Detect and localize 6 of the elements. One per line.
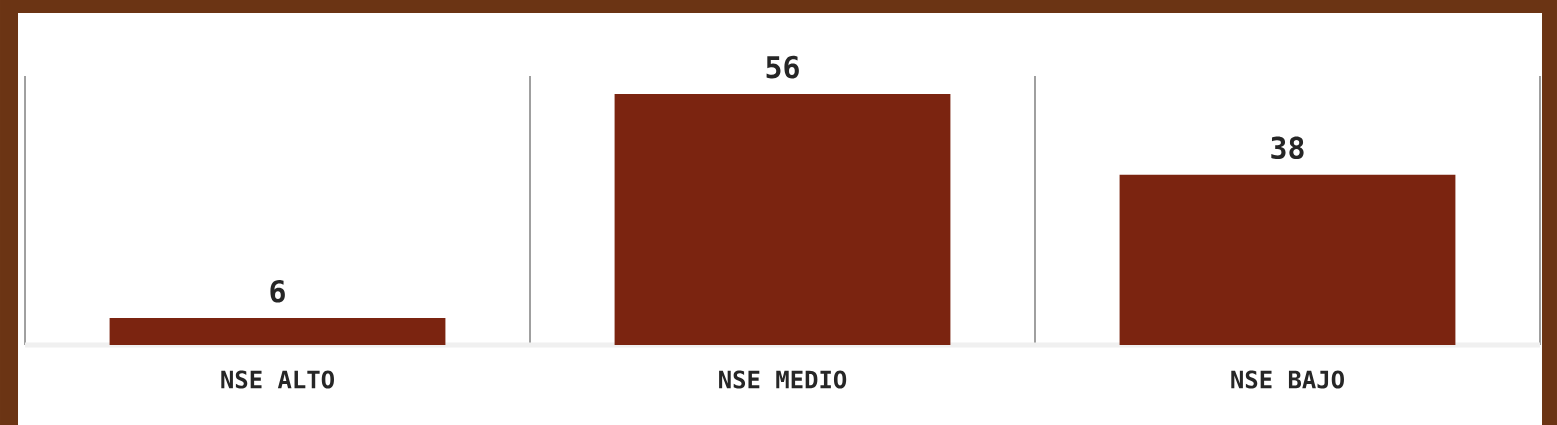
data-label: 6: [270, 279, 285, 303]
data-label: 38: [1271, 136, 1304, 160]
data-label: 56: [766, 55, 799, 79]
x-tick-label: NSE BAJO: [1231, 370, 1344, 389]
x-tick-label: NSE MEDIO: [719, 370, 847, 389]
x-tick-label: NSE ALTO: [221, 370, 334, 389]
